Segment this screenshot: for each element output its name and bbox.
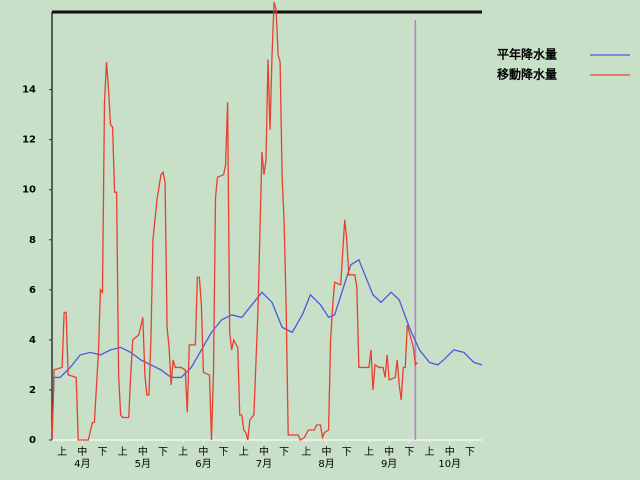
x-tick-label: 上 [57, 446, 67, 458]
x-tick-label: 下 [342, 447, 352, 458]
x-tick-label: 中 [384, 445, 394, 458]
y-tick-label: 8 [29, 235, 36, 246]
y-tick-label: 12 [22, 135, 36, 146]
y-tick-label: 14 [22, 85, 36, 96]
x-tick-label: 中 [259, 445, 269, 458]
month-label: 9月 [381, 458, 397, 470]
y-tick-label: 10 [22, 185, 36, 196]
data-line [51, 1, 418, 441]
legend-label: 平年降水量 [497, 47, 557, 62]
month-label: 10月 [438, 458, 461, 470]
legend-label: 移動降水量 [497, 67, 557, 82]
x-tick-label: 中 [138, 445, 148, 458]
x-tick-label: 下 [279, 447, 289, 458]
x-tick-label: 上 [425, 446, 435, 458]
y-tick-label: 2 [29, 385, 36, 396]
x-tick-label: 下 [219, 447, 229, 458]
month-label: 8月 [318, 458, 334, 470]
y-tick-label: 4 [29, 335, 36, 346]
x-tick-label: 下 [465, 447, 475, 458]
x-tick-label: 上 [118, 446, 128, 458]
x-tick-label: 下 [404, 447, 414, 458]
x-tick-label: 下 [158, 447, 168, 458]
x-tick-label: 中 [198, 445, 208, 458]
x-tick-label: 上 [239, 446, 249, 458]
x-tick-label: 上 [301, 446, 311, 458]
x-tick-label: 上 [364, 446, 374, 458]
x-tick-label: 中 [322, 445, 332, 458]
y-tick-label: 6 [29, 285, 36, 296]
x-tick-label: 下 [97, 447, 107, 458]
x-tick-label: 中 [445, 445, 455, 458]
x-tick-label: 上 [178, 446, 188, 458]
month-label: 7月 [256, 458, 272, 470]
month-label: 5月 [135, 458, 151, 470]
y-tick-label: 0 [29, 435, 36, 446]
month-label: 6月 [195, 458, 211, 470]
month-label: 4月 [74, 458, 90, 470]
x-tick-label: 中 [77, 445, 87, 458]
